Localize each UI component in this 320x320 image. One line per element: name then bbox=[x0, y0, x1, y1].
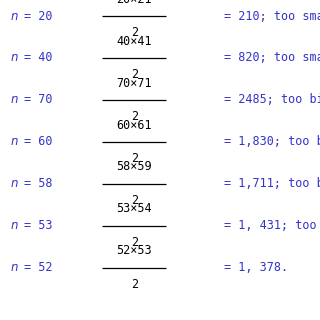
Text: $n$: $n$ bbox=[10, 52, 18, 64]
Text: $n$: $n$ bbox=[10, 93, 18, 106]
Text: 2: 2 bbox=[131, 68, 138, 81]
Text: $n$: $n$ bbox=[10, 219, 18, 232]
Text: = 70: = 70 bbox=[24, 93, 52, 106]
Text: $n$: $n$ bbox=[10, 177, 18, 190]
Text: 58×59: 58×59 bbox=[116, 160, 152, 173]
Text: = 53: = 53 bbox=[24, 219, 52, 232]
Text: 2: 2 bbox=[131, 152, 138, 165]
Text: = 210; too small: = 210; too small bbox=[224, 10, 320, 22]
Text: 2: 2 bbox=[131, 278, 138, 291]
Text: = 58: = 58 bbox=[24, 177, 52, 190]
Text: = 1,830; too big: = 1,830; too big bbox=[224, 135, 320, 148]
Text: 20×21: 20×21 bbox=[116, 0, 152, 6]
Text: 53×54: 53×54 bbox=[116, 202, 152, 215]
Text: 2: 2 bbox=[131, 26, 138, 39]
Text: = 2485; too big: = 2485; too big bbox=[224, 93, 320, 106]
Text: 2: 2 bbox=[131, 110, 138, 123]
Text: 60×61: 60×61 bbox=[116, 118, 152, 132]
Text: $n$: $n$ bbox=[10, 135, 18, 148]
Text: = 20: = 20 bbox=[24, 10, 52, 22]
Text: = 1, 378.: = 1, 378. bbox=[224, 261, 288, 274]
Text: 70×71: 70×71 bbox=[116, 76, 152, 90]
Text: 2: 2 bbox=[131, 194, 138, 207]
Text: $n$: $n$ bbox=[10, 261, 18, 274]
Text: = 52: = 52 bbox=[24, 261, 52, 274]
Text: 2: 2 bbox=[131, 236, 138, 249]
Text: 40×41: 40×41 bbox=[116, 35, 152, 48]
Text: = 1,711; too big: = 1,711; too big bbox=[224, 177, 320, 190]
Text: 52×53: 52×53 bbox=[116, 244, 152, 257]
Text: = 60: = 60 bbox=[24, 135, 52, 148]
Text: = 820; too small: = 820; too small bbox=[224, 52, 320, 64]
Text: = 40: = 40 bbox=[24, 52, 52, 64]
Text: $n$: $n$ bbox=[10, 10, 18, 22]
Text: = 1, 431; too big: = 1, 431; too big bbox=[224, 219, 320, 232]
